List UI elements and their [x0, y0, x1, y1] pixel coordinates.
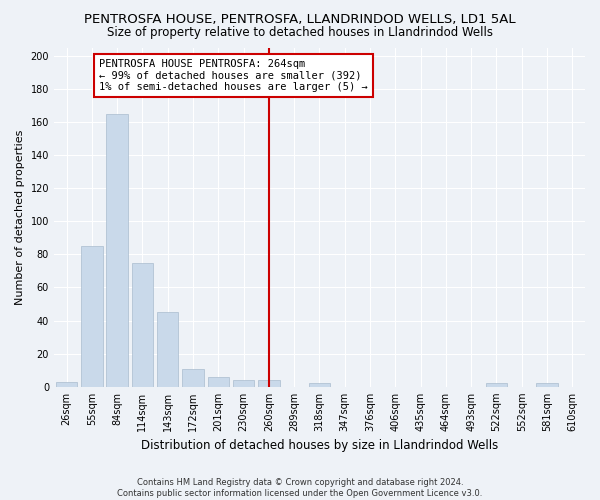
- Bar: [81, 246, 103, 387]
- Y-axis label: Number of detached properties: Number of detached properties: [15, 130, 25, 305]
- Bar: [131, 262, 153, 387]
- Bar: [258, 380, 280, 387]
- Bar: [106, 114, 128, 387]
- Bar: [309, 384, 330, 387]
- Bar: [56, 382, 77, 387]
- Bar: [233, 380, 254, 387]
- Text: PENTROSFA HOUSE PENTROSFA: 264sqm
← 99% of detached houses are smaller (392)
1% : PENTROSFA HOUSE PENTROSFA: 264sqm ← 99% …: [100, 59, 368, 92]
- Text: PENTROSFA HOUSE, PENTROSFA, LLANDRINDOD WELLS, LD1 5AL: PENTROSFA HOUSE, PENTROSFA, LLANDRINDOD …: [84, 12, 516, 26]
- X-axis label: Distribution of detached houses by size in Llandrindod Wells: Distribution of detached houses by size …: [141, 440, 498, 452]
- Bar: [157, 312, 178, 387]
- Text: Contains HM Land Registry data © Crown copyright and database right 2024.
Contai: Contains HM Land Registry data © Crown c…: [118, 478, 482, 498]
- Text: Size of property relative to detached houses in Llandrindod Wells: Size of property relative to detached ho…: [107, 26, 493, 39]
- Bar: [536, 384, 558, 387]
- Bar: [486, 384, 507, 387]
- Bar: [208, 377, 229, 387]
- Bar: [182, 368, 204, 387]
